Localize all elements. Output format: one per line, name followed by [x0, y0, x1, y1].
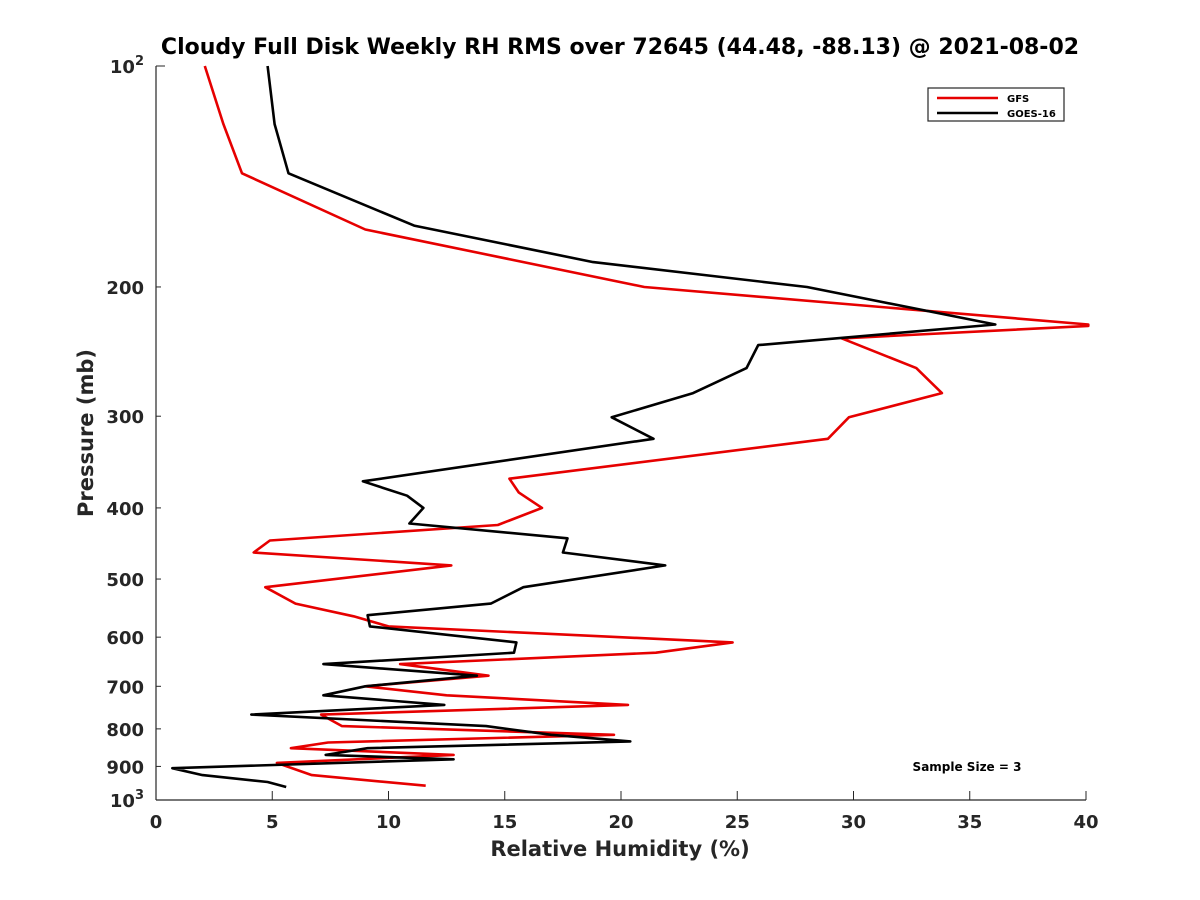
- x-axis-label: Relative Humidity (%): [490, 837, 749, 861]
- legend-label: GFS: [1007, 94, 1029, 105]
- chart-title: Cloudy Full Disk Weekly RH RMS over 7264…: [161, 35, 1079, 60]
- legend-label: GOES-16: [1007, 109, 1056, 120]
- y-tick-label: 500: [106, 570, 144, 591]
- y-tick-label: 700: [106, 677, 144, 698]
- y-axis-ticks: 102 200 300 400 500 600 700 800 900 103: [106, 54, 165, 812]
- y-axis-label: Pressure (mb): [74, 349, 98, 517]
- x-axis-ticks: 0 5 10 15 20 25 30 35 40: [150, 791, 1099, 833]
- y-tick-label: 103: [110, 788, 144, 812]
- y-tick-label: 800: [106, 720, 144, 741]
- y-tick-label: 400: [106, 499, 144, 520]
- x-tick-label: 25: [725, 812, 750, 833]
- x-tick-label: 30: [841, 812, 866, 833]
- y-tick-label: 300: [106, 407, 144, 428]
- x-tick-label: 40: [1073, 812, 1098, 833]
- sample-size-annotation: Sample Size = 3: [913, 760, 1022, 774]
- legend-box: [927, 87, 1065, 122]
- y-tick-label: 900: [106, 757, 144, 778]
- x-tick-label: 10: [376, 812, 401, 833]
- x-tick-label: 5: [266, 812, 279, 833]
- series-line-gfs: [203, 65, 1090, 787]
- x-tick-label: 0: [150, 812, 163, 833]
- series-line-goes-16: [171, 65, 997, 789]
- series-layer: [171, 65, 1090, 789]
- x-tick-label: 35: [957, 812, 982, 833]
- x-tick-label: 15: [492, 812, 517, 833]
- x-tick-label: 20: [608, 812, 633, 833]
- y-tick-label: 600: [106, 628, 144, 649]
- y-tick-label: 102: [110, 54, 144, 78]
- y-tick-label: 200: [106, 278, 144, 299]
- legend: GFS GOES-16: [927, 87, 1065, 122]
